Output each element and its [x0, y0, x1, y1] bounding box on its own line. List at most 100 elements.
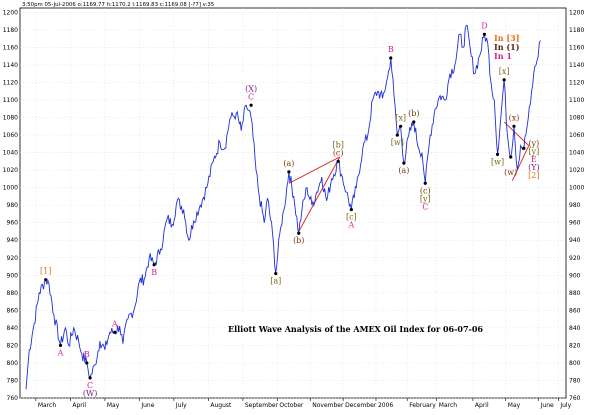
x-tick-label: November — [312, 402, 344, 409]
wave-label: D — [481, 21, 487, 30]
plot-frame — [19, 7, 567, 399]
x-tick-label: April — [475, 402, 489, 409]
y-tick-label-left: 920 — [7, 255, 19, 262]
wave-label: [w] — [491, 157, 504, 166]
wave-label: (W) — [83, 389, 97, 398]
y-tick-label-left: 980 — [7, 202, 19, 209]
y-tick-label-left: 760 — [7, 395, 19, 402]
y-tick-label-left: 1060 — [3, 132, 18, 139]
wave-point — [287, 170, 291, 174]
y-tick-label-right: 900 — [569, 272, 581, 279]
wave-point — [88, 376, 92, 380]
wave-label: [b] — [332, 140, 343, 149]
wave-label: C — [422, 202, 428, 211]
y-tick-label-left: 1100 — [3, 97, 18, 104]
y-tick-label-left: 900 — [7, 272, 19, 279]
wave-label: (X) — [245, 84, 257, 93]
wave-label: (x) — [509, 113, 520, 122]
y-tick-label-right: 1040 — [569, 150, 584, 157]
wave-label: (a) — [398, 166, 409, 175]
y-tick-label-left: 1180 — [3, 27, 18, 34]
y-tick-label-right: 1060 — [569, 132, 584, 139]
y-tick-label-left: 1020 — [3, 167, 18, 174]
x-tick-label: December — [345, 402, 377, 409]
y-tick-label-right: 760 — [569, 395, 581, 402]
x-tick-label: March — [38, 402, 56, 409]
y-tick-label-left: 880 — [7, 290, 19, 297]
y-tick-label-right: 1100 — [569, 97, 584, 104]
wave-label: A — [57, 348, 64, 357]
y-tick-label-left: 1140 — [3, 62, 18, 69]
wave-point — [389, 56, 393, 60]
x-tick-label: April — [72, 402, 86, 409]
wave-point — [336, 159, 340, 163]
wave-point — [152, 263, 156, 267]
wave-label: [1] — [40, 267, 51, 276]
wave-point — [482, 32, 487, 36]
wave-label: [y] — [420, 194, 431, 203]
wave-label: (y) — [528, 139, 539, 148]
chart-header: 3:50pm 05-Jul-2006 o:1169.77 h:1170.2 l:… — [22, 2, 214, 8]
wave-label: C — [87, 381, 93, 390]
wave-label: (c) — [333, 148, 344, 157]
y-tick-label-right: 1180 — [569, 27, 584, 34]
x-tick-label: May — [508, 402, 521, 409]
y-tick-label-right: 860 — [569, 307, 581, 314]
wave-label: B — [388, 45, 394, 54]
wave-label: (c) — [420, 186, 431, 195]
wave-label: [x] — [395, 113, 406, 122]
wave-label: (a) — [283, 159, 294, 168]
wave-point — [402, 161, 406, 165]
x-tick-label: May — [107, 402, 120, 409]
x-tick-label: March — [439, 402, 457, 409]
in-wave-label: In [3] — [494, 33, 519, 43]
y-tick-label-right: 1160 — [569, 44, 584, 51]
y-tick-label-left: 960 — [7, 220, 19, 227]
y-tick-label-left: 840 — [7, 325, 19, 332]
wave-point — [85, 361, 89, 365]
y-tick-label-left: 820 — [7, 342, 19, 349]
wave-label: B — [84, 350, 90, 359]
x-tick-label: July — [175, 402, 187, 409]
x-tick-label: June — [140, 402, 154, 409]
wave-label: (b) — [408, 109, 419, 118]
wave-label: A — [347, 221, 354, 230]
wave-label: (w) — [504, 168, 517, 177]
x-tick-label: October — [279, 402, 304, 409]
x-tick-label: February — [409, 402, 436, 409]
y-tick-label-right: 840 — [569, 325, 581, 332]
wave-label: E — [531, 155, 537, 164]
y-tick-label-left: 780 — [7, 377, 19, 384]
wave-point — [423, 181, 427, 185]
y-tick-label-left: 1000 — [3, 185, 18, 192]
chart-annotation: Elliott Wave Analysis of the AMEX Oil In… — [228, 324, 483, 334]
y-tick-label-right: 1140 — [569, 62, 584, 69]
wave-point — [113, 330, 117, 334]
x-tick-label: July — [559, 402, 571, 409]
x-tick-label: September — [245, 402, 279, 409]
y-tick-label-right: 1000 — [569, 185, 584, 192]
x-tick-label: August — [210, 402, 232, 409]
wave-point — [502, 78, 506, 82]
y-tick-label-left: 1080 — [3, 115, 18, 122]
wave-label: (b) — [293, 236, 304, 245]
y-tick-label-right: 1120 — [569, 79, 584, 86]
y-tick-label-right: 1080 — [569, 115, 584, 122]
wave-label: C — [248, 92, 254, 101]
wave-label: [w] — [391, 138, 404, 147]
wedge-lines-1 — [288, 156, 341, 232]
wave-point — [395, 133, 399, 137]
y-tick-label-right: 920 — [569, 255, 581, 262]
wave-label: B — [151, 268, 157, 277]
wave-point — [399, 124, 403, 128]
series-line — [25, 25, 541, 390]
y-tick-label-right: 960 — [569, 220, 581, 227]
in-wave-label: In 1 — [494, 51, 512, 61]
y-tick-label-left: 860 — [7, 307, 19, 314]
wave-label: [x] — [499, 67, 510, 76]
wave-point — [522, 146, 526, 150]
y-tick-label-left: 1160 — [3, 44, 18, 51]
wave-point — [58, 343, 63, 348]
